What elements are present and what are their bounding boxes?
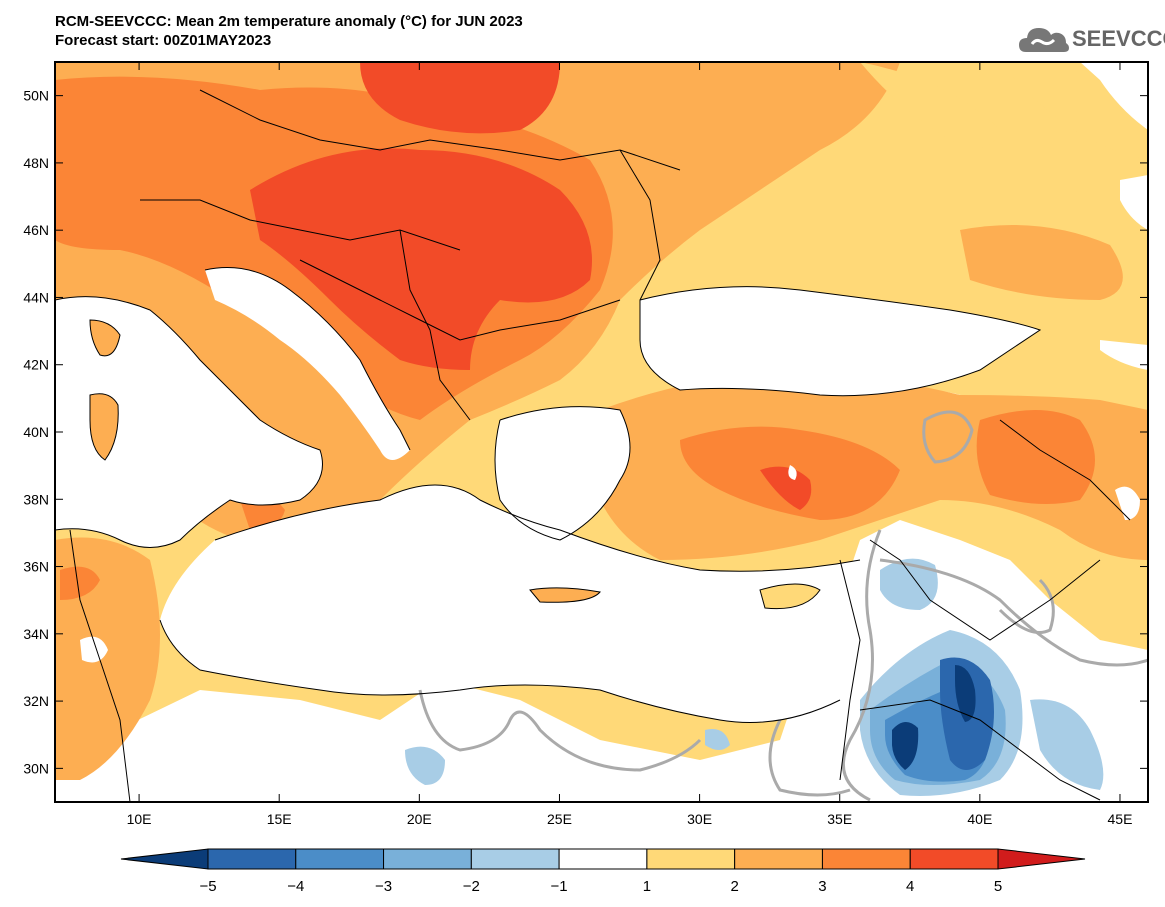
anomaly-field — [55, 62, 1148, 802]
lat-tick-label: 48N — [23, 155, 49, 171]
colorbar-tick-label: −5 — [199, 878, 216, 895]
lon-tick-label: 20E — [407, 811, 432, 827]
colorbar-tick-label: 5 — [994, 878, 1002, 895]
latitude-axis: 50N 48N 46N 44N 42N 40N 38N 36N 34N 32N 30N — [23, 88, 1148, 776]
longitude-axis: 10E 15E 20E 25E 30E 35E 40E 45E — [127, 62, 1133, 827]
map-title: RCM-SEEVCCC: Mean 2m temperature anomaly… — [55, 12, 523, 50]
colorbar-upper-extension — [997, 848, 1086, 870]
colorbar-bin — [821, 848, 911, 870]
lon-tick-label: 40E — [967, 811, 992, 827]
colorbar-bin — [734, 848, 823, 870]
lat-tick-label: 38N — [23, 491, 49, 507]
colorbar-tick-label: 2 — [730, 878, 738, 895]
colorbar-lower-extension — [120, 848, 209, 870]
colorbar-tick-label: 1 — [643, 878, 651, 895]
colorbar-bin — [646, 848, 736, 870]
colorbar-tick-label: −1 — [551, 878, 568, 895]
lat-tick-label: 40N — [23, 424, 49, 440]
lat-tick-label: 32N — [23, 693, 49, 709]
coastlines-and-borders — [55, 89, 1131, 802]
logo-text: SEEVCCC — [1072, 26, 1165, 51]
colorbar-bin — [383, 848, 472, 870]
lon-tick-label: 30E — [687, 811, 712, 827]
colorbar-bin — [558, 848, 648, 870]
lon-tick-label: 10E — [127, 811, 152, 827]
colorbar-tick-label: 4 — [906, 878, 914, 895]
seevccc-logo: SEEVCCC — [1018, 22, 1165, 56]
colorbar-tick-label: −3 — [375, 878, 392, 895]
colorbar-tick-label: −2 — [463, 878, 480, 895]
lon-tick-label: 45E — [1108, 811, 1133, 827]
lat-tick-label: 34N — [23, 626, 49, 642]
lat-tick-label: 42N — [23, 357, 49, 373]
lat-tick-label: 36N — [23, 559, 49, 575]
colorbar-bin — [207, 848, 297, 870]
lat-tick-label: 44N — [23, 289, 49, 305]
title-line-1: RCM-SEEVCCC: Mean 2m temperature anomaly… — [55, 13, 523, 30]
colorbar-tick-label: 3 — [818, 878, 826, 895]
lon-tick-label: 15E — [267, 811, 292, 827]
lat-tick-label: 30N — [23, 760, 49, 776]
colorbar-tick-label: −4 — [287, 878, 304, 895]
lon-tick-label: 25E — [547, 811, 572, 827]
colorbar: −5 −4 −3 −2 −1 1 2 3 4 5 — [120, 848, 1086, 895]
colorbar-bin — [470, 848, 560, 870]
lon-tick-label: 35E — [827, 811, 852, 827]
colorbar-bin — [295, 848, 385, 870]
lat-tick-label: 46N — [23, 222, 49, 238]
colorbar-bin — [909, 848, 999, 870]
lat-tick-label: 50N — [23, 88, 49, 104]
cloud-icon — [1019, 28, 1069, 52]
title-line-2: Forecast start: 00Z01MAY2023 — [55, 32, 272, 49]
